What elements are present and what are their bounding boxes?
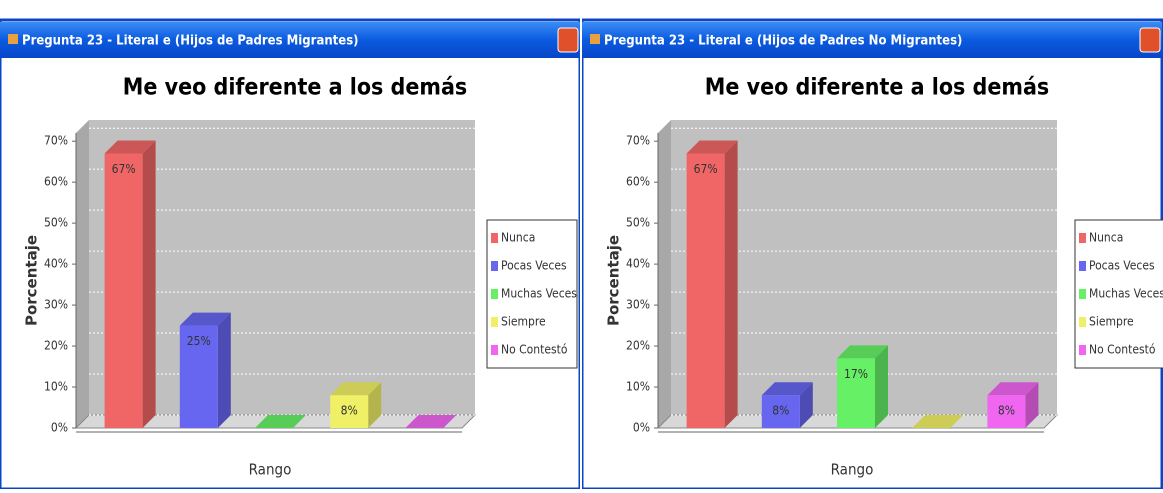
- y-tick-label: 60%: [626, 175, 650, 189]
- legend-swatch: [491, 345, 498, 355]
- y-tick-label: 0%: [51, 421, 68, 435]
- legend-label: Muchas Veces: [1089, 287, 1163, 301]
- data-label: 17%: [844, 367, 868, 381]
- bar-side: [142, 140, 156, 428]
- legend-swatch: [1079, 289, 1086, 299]
- legend-label: Muchas Veces: [501, 287, 577, 301]
- y-tick-label: 10%: [626, 380, 650, 394]
- bar-top: [179, 312, 231, 326]
- title-bar: [0, 22, 580, 58]
- data-label: 25%: [187, 334, 211, 348]
- x-axis-label: Rango: [249, 461, 292, 479]
- window-icon: [8, 34, 18, 44]
- data-label: 8%: [998, 404, 1015, 418]
- y-tick-label: 50%: [44, 216, 68, 230]
- legend-swatch: [491, 261, 498, 271]
- legend-label: Siempre: [1089, 315, 1134, 329]
- bar: [761, 395, 800, 428]
- bar-top: [104, 140, 156, 154]
- y-tick-label: 70%: [44, 134, 68, 148]
- data-label: 67%: [112, 162, 136, 176]
- window-title: Pregunta 23 - Literal e (Hijos de Padres…: [22, 34, 359, 49]
- bar-side: [875, 345, 888, 428]
- legend-swatch: [491, 317, 498, 327]
- y-tick-label: 30%: [626, 298, 650, 312]
- y-axis-label: Porcentaje: [605, 235, 623, 326]
- bar: [686, 153, 725, 428]
- y-tick-label: 20%: [626, 339, 650, 353]
- y-tick-label: 10%: [44, 380, 68, 394]
- plot-side: [658, 120, 671, 428]
- legend-label: No Contestó: [501, 343, 568, 357]
- title: Me veo diferente a los demás: [705, 75, 1050, 101]
- legend-swatch: [1079, 261, 1086, 271]
- legend-label: Pocas Veces: [501, 259, 567, 273]
- y-tick-label: 70%: [626, 134, 650, 148]
- title-bar: [582, 22, 1162, 58]
- bar-top: [987, 382, 1039, 396]
- bar-top: [912, 415, 964, 428]
- window-icon: [590, 34, 600, 44]
- bar: [104, 153, 143, 428]
- bar-top: [255, 415, 306, 428]
- close-button[interactable]: [557, 27, 579, 53]
- bar-side: [1025, 382, 1039, 428]
- bar-side: [217, 312, 231, 428]
- x-axis-label: Rango: [831, 461, 874, 479]
- legend: [486, 219, 578, 369]
- window: Pregunta 23 - Literal e (Hijos de Padres…: [0, 18, 580, 489]
- bar: [179, 325, 218, 428]
- window: Pregunta 23 - Literal e (Hijos de Padres…: [582, 18, 1163, 489]
- plot-wall: [671, 120, 1057, 415]
- bar-top: [837, 345, 888, 359]
- legend: [1074, 219, 1163, 369]
- bar-side: [724, 140, 738, 428]
- bar: [330, 395, 369, 428]
- legend-swatch: [1079, 317, 1086, 327]
- bar-top: [330, 382, 382, 396]
- legend-swatch: [1079, 233, 1086, 243]
- plot-side: [76, 120, 89, 428]
- bar-side: [799, 382, 813, 428]
- legend-label: Nunca: [1089, 231, 1123, 245]
- bar-top: [686, 140, 738, 154]
- y-tick-label: 50%: [626, 216, 650, 230]
- y-tick-label: 0%: [633, 421, 650, 435]
- legend-swatch: [1079, 345, 1086, 355]
- y-tick-label: 40%: [44, 257, 68, 271]
- title: Me veo diferente a los demás: [123, 75, 468, 101]
- legend-swatch: [491, 289, 498, 299]
- legend-label: Pocas Veces: [1089, 259, 1155, 273]
- window-title: Pregunta 23 - Literal e (Hijos de Padres…: [604, 34, 962, 49]
- y-axis-label: Porcentaje: [23, 235, 41, 326]
- legend-label: No Contestó: [1089, 343, 1156, 357]
- y-tick-label: 30%: [44, 298, 68, 312]
- legend-swatch: [491, 233, 498, 243]
- legend-label: Nunca: [501, 231, 535, 245]
- close-button[interactable]: [1139, 27, 1161, 53]
- bar: [837, 358, 875, 428]
- data-label: 8%: [772, 404, 789, 418]
- bar: [987, 395, 1026, 428]
- data-label: 8%: [341, 404, 358, 418]
- legend-label: Siempre: [501, 315, 546, 329]
- y-tick-label: 40%: [626, 257, 650, 271]
- bar-side: [368, 382, 382, 428]
- data-label: 67%: [694, 162, 718, 176]
- y-tick-label: 60%: [44, 175, 68, 189]
- bar-top: [761, 382, 813, 396]
- y-tick-label: 20%: [44, 339, 68, 353]
- bar-top: [405, 415, 457, 428]
